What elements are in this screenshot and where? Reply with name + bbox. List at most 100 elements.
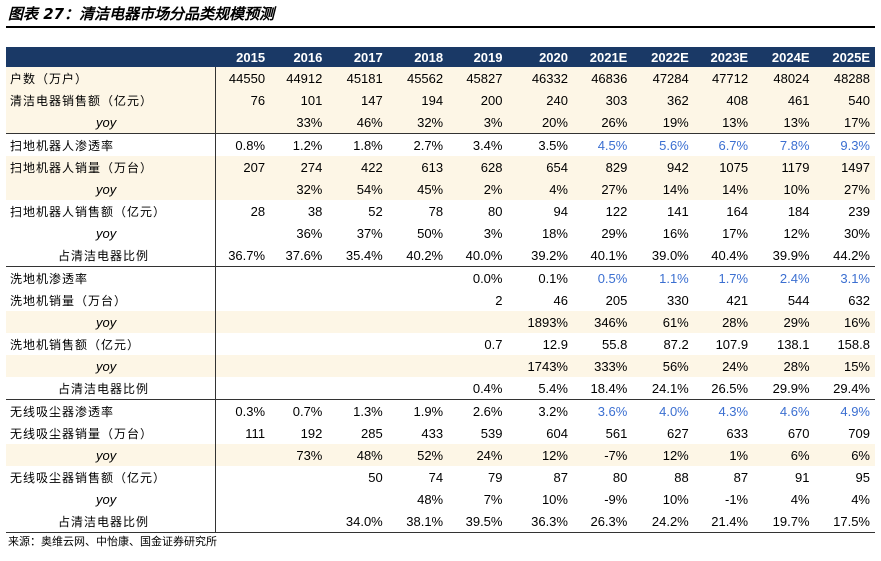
table-cell [327,266,388,289]
table-cell: 87.2 [663,336,689,352]
table-cell: 78 [428,203,444,219]
table-cell: 3.2% [507,399,573,422]
table-cell: 15% [814,355,875,377]
table-row: 无线吸尘器销量（万台） 111 192 285 433 539 604 561 627 633 67… [6,422,875,444]
table-cell: 6% [753,444,815,466]
table-cell: 44.2% [833,247,870,263]
table-cell [388,377,448,400]
table-cell: 421 [726,292,749,308]
table-cell: 1.7% [693,266,754,289]
forecast-table: 2015 2016 2017 2018 2019 2020 2021E 2022E 2023E 2… [6,47,875,533]
table-cell: 633 [726,425,749,441]
table-cell: 45562 [387,67,449,89]
table-cell: 12% [783,225,810,241]
year-header: 2023E [693,47,754,67]
table-cell: 0.0% [448,266,508,289]
table-cell: 632 [848,292,870,308]
table-cell [327,289,387,311]
year-header: 2020 [507,47,573,67]
table-cell: 709 [848,425,870,441]
table-cell: 4% [851,491,870,507]
row-label: 扫地机器人销售额（亿元） [6,200,217,222]
table-cell: 10% [753,178,815,200]
table-cell: 34.0% [327,510,388,533]
table-cell: 3.5% [507,133,573,156]
table-cell: 27% [572,178,633,200]
table-cell [270,488,327,510]
table-cell: 1497 [814,156,875,178]
table-cell [215,444,271,466]
row-label: 洗地机销量（万台） [6,289,217,311]
row-label: 扫地机器人渗透率 [6,133,217,156]
table-cell: 36.3% [507,510,573,533]
table-cell: 829 [572,156,633,178]
table-cell [387,311,449,333]
table-cell: 164 [726,203,749,219]
table-cell: 48024 [753,67,815,89]
table-cell: 9.3% [814,133,875,156]
row-label: yoy [6,222,217,244]
table-cell: 7% [483,491,503,507]
table-cell: 10% [662,491,689,507]
table-cell: 29.4% [833,380,870,396]
table-cell: 561 [605,425,628,441]
table-cell: 50% [417,225,444,241]
table-cell: 50 [368,469,383,485]
table-cell: 95 [855,469,870,485]
table-cell: 38.1% [387,510,449,533]
table-cell: 333% [572,355,633,377]
table-cell: 3.6% [572,399,633,422]
table-cell [215,355,271,377]
table-cell: 138.1 [776,336,810,352]
table-cell [215,111,271,134]
table-cell: 56% [632,355,694,377]
table-cell: 1179 [753,156,815,178]
table-cell [327,333,387,355]
table-cell: 46% [327,111,388,134]
row-label: 占清洁电器比例 [6,377,217,400]
table-cell: 61% [632,311,694,333]
table-cell: 5.4% [538,380,568,396]
table-row: 清洁电器销售额（亿元） 76 101 147 194 200 240 303 362 408 461… [6,89,875,111]
table-cell: 1.8% [327,133,388,156]
table-cell [388,333,448,355]
table-cell: 239 [848,203,870,219]
table-cell: 80 [612,469,628,485]
table-cell: 3.1% [814,266,875,289]
table-cell [270,510,328,533]
table-cell: 44550 [215,67,271,89]
table-cell [270,311,328,333]
table-cell [215,266,271,289]
table-cell: 13% [753,111,815,134]
table-cell: 14% [632,178,694,200]
table-cell: 40.1% [590,247,628,263]
title-divider [6,26,875,28]
table-cell: 0.3% [215,399,271,422]
table-cell: 18% [541,225,568,241]
table-cell: 46 [553,292,568,308]
table-cell: 12.9 [542,336,568,352]
table-cell: 4% [790,491,810,507]
table-cell: 14% [693,178,754,200]
table-cell: 48% [417,491,444,507]
table-cell: 4.0% [632,399,694,422]
table-cell: 0.7% [270,399,328,422]
table-cell: 16% [814,311,875,333]
table-cell: 33% [270,111,328,134]
table-cell: 17% [814,111,875,134]
table-cell: 87 [553,469,568,485]
row-label: 扫地机器人销量（万台） [6,156,217,178]
table-cell: 52 [368,203,383,219]
table-cell [327,355,388,377]
table-cell: 3% [483,225,503,241]
table-row: 洗地机销售额（亿元） 0.7 12.9 55.8 87.2 107.9 138.1 158.8 [6,333,875,355]
table-cell: 2 [495,292,503,308]
table-cell: 48% [327,444,388,466]
row-label: 无线吸尘器销售额（亿元） [6,466,217,488]
table-row: yoy 32% 54% 45% 2% 4% 27% 14% 14% 10% 27% [6,178,875,200]
table-cell: 52% [387,444,449,466]
table-cell: 94 [553,203,568,219]
table-header-row: 2015 2016 2017 2018 2019 2020 2021E 2022E 2023E 2… [6,47,875,67]
row-label: 户数（万户） [6,67,217,89]
table-row: yoy 33% 46% 32% 3% 20% 26% 19% 13% 13% 17% [6,111,875,134]
